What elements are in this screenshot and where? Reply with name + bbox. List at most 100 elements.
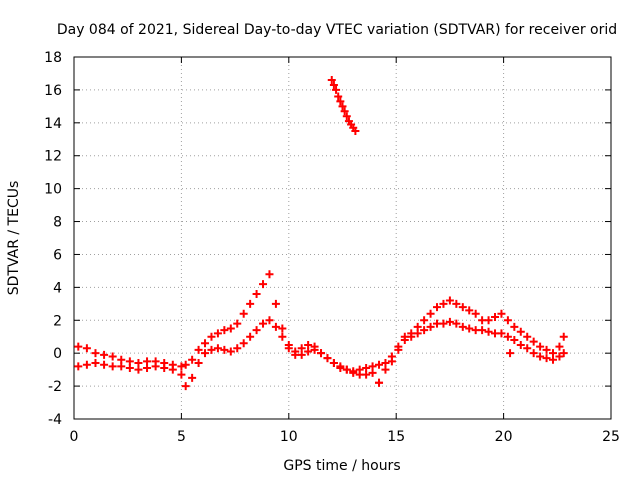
data-point	[233, 344, 242, 353]
data-point	[387, 357, 396, 366]
data-point	[445, 296, 454, 305]
data-point	[536, 342, 545, 351]
data-point	[74, 342, 83, 351]
y-tick-label: 12	[44, 149, 62, 165]
data-point	[516, 340, 525, 349]
y-tick-label: 8	[53, 215, 62, 231]
x-tick-label: 25	[602, 429, 620, 445]
data-point	[329, 359, 338, 368]
data-point	[394, 345, 403, 354]
data-point	[523, 332, 532, 341]
y-tick-label: -2	[48, 379, 62, 395]
data-point	[559, 349, 568, 358]
data-point	[207, 345, 216, 354]
data-point	[542, 354, 551, 363]
data-point	[327, 76, 336, 85]
y-tick-label: 14	[44, 116, 62, 132]
data-point	[375, 378, 384, 387]
x-axis-label: GPS time / hours	[283, 458, 400, 474]
data-point	[542, 345, 551, 354]
x-tick-label: 20	[495, 429, 513, 445]
data-point	[188, 373, 197, 382]
data-point	[91, 359, 100, 368]
data-point	[297, 350, 306, 359]
y-tick-label: -4	[48, 412, 62, 428]
data-point	[349, 368, 358, 377]
data-point	[342, 365, 351, 374]
data-point	[439, 299, 448, 308]
data-point	[220, 326, 229, 335]
chart-title: Day 084 of 2021, Sidereal Day-to-day VTE…	[57, 22, 617, 38]
series-upper-track	[74, 270, 568, 376]
data-point	[181, 360, 190, 369]
data-point	[439, 319, 448, 328]
data-point	[259, 319, 268, 328]
data-point	[117, 362, 126, 371]
data-point	[323, 354, 332, 363]
data-point	[246, 299, 255, 308]
data-point	[452, 319, 461, 328]
data-point	[342, 112, 351, 121]
data-point	[334, 92, 343, 101]
y-tick-label: 0	[53, 346, 62, 362]
data-point	[332, 85, 341, 94]
data-point	[503, 316, 512, 325]
data-point	[177, 370, 186, 379]
data-point	[82, 360, 91, 369]
data-point	[445, 317, 454, 326]
data-point	[108, 362, 117, 371]
series-high-arc	[327, 76, 360, 136]
data-point	[420, 316, 429, 325]
data-point	[181, 382, 190, 391]
data-point	[265, 270, 274, 279]
data-point	[433, 303, 442, 312]
data-point	[304, 347, 313, 356]
data-point	[239, 339, 248, 348]
data-point	[82, 344, 91, 353]
x-tick-label: 5	[177, 429, 186, 445]
data-point	[201, 339, 210, 348]
data-point	[420, 326, 429, 335]
data-point	[168, 365, 177, 374]
data-point	[336, 362, 345, 371]
y-tick-labels: -4 -2 0 2 4 6 8 10 12 14 16 18	[44, 50, 62, 428]
data-point	[407, 332, 416, 341]
data-point	[259, 280, 268, 289]
data-point	[108, 352, 117, 361]
data-point	[226, 347, 235, 356]
y-tick-label: 16	[44, 83, 62, 99]
data-point	[503, 332, 512, 341]
data-point	[491, 312, 500, 321]
data-point	[465, 324, 474, 333]
data-point	[400, 336, 409, 345]
data-point	[213, 329, 222, 338]
data-point	[278, 332, 287, 341]
data-point	[329, 80, 338, 89]
data-point	[368, 368, 377, 377]
data-point	[559, 332, 568, 341]
data-point	[426, 322, 435, 331]
grid-lines	[74, 57, 611, 419]
plot-frame	[73, 56, 612, 420]
data-point	[506, 349, 515, 358]
data-point	[338, 102, 347, 111]
y-axis-label: SDTVAR / TECUs	[6, 181, 22, 296]
data-point	[529, 349, 538, 358]
y-tick-label: 2	[53, 313, 62, 329]
data-point	[188, 355, 197, 364]
data-point	[91, 349, 100, 358]
data-point	[271, 299, 280, 308]
data-point	[100, 360, 109, 369]
data-point	[74, 362, 83, 371]
y-tick-label: 4	[53, 280, 62, 296]
data-points	[74, 76, 568, 391]
data-point	[426, 309, 435, 318]
data-point	[201, 349, 210, 358]
data-point	[336, 97, 345, 106]
data-point	[529, 337, 538, 346]
data-point	[233, 319, 242, 328]
data-point	[516, 327, 525, 336]
data-point	[317, 349, 326, 358]
y-tick-label: 10	[44, 182, 62, 198]
